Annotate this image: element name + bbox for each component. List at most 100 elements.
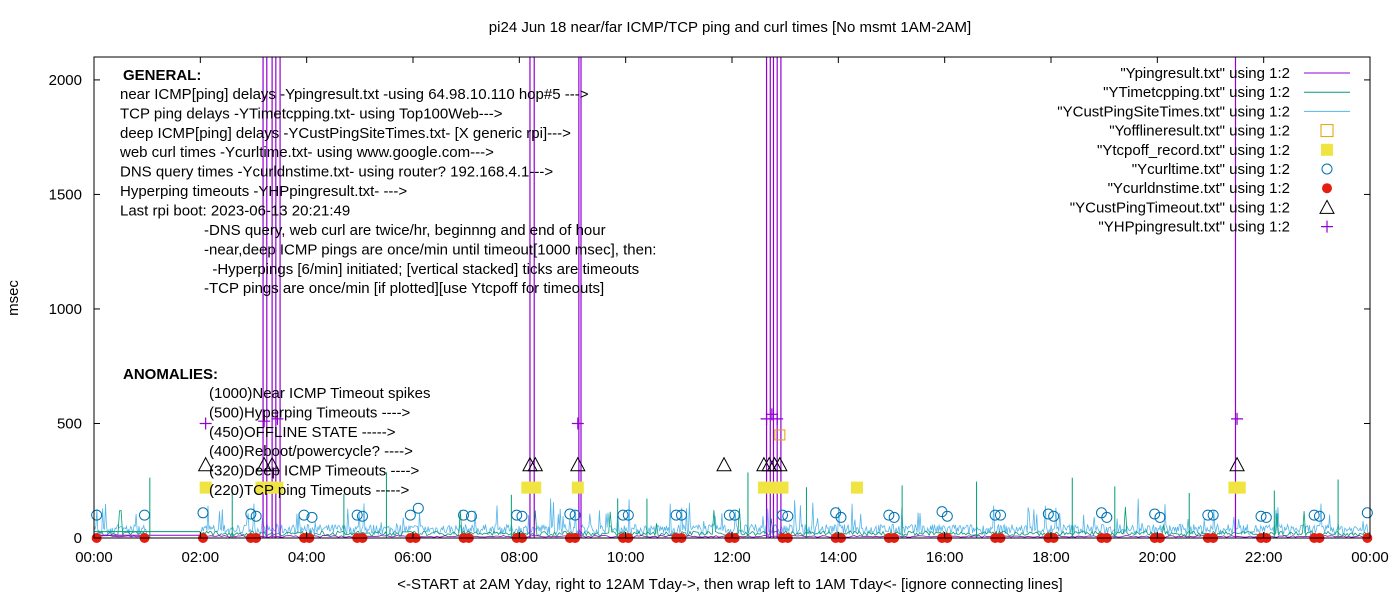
y-axis-label: msec [5, 280, 22, 316]
curl-time-point [1207, 509, 1219, 521]
curl-time-point [1260, 511, 1272, 523]
hyperping-timeout-marker [258, 415, 271, 428]
plot-data [91, 57, 1373, 543]
curl-time-point [356, 510, 368, 522]
tcp-timeout-marker [776, 481, 789, 494]
legend-entry-label: "Ypingresult.txt" using 1:2 [1120, 65, 1290, 82]
deep-icmp-timeout-marker [772, 456, 788, 472]
notes-line: -TCP pings are once/min [if plotted][use… [204, 280, 604, 297]
y-tick-label: 0 [74, 530, 82, 547]
curl-time-point [465, 510, 477, 522]
anomalies-line: (500)Hyperping Timeouts ----> [209, 404, 411, 421]
anomalies-line: (400)Reboot/powercycle? ----> [209, 443, 413, 460]
x-tick-label: 22:00 [1245, 549, 1283, 566]
x-tick-label: 10:00 [607, 549, 645, 566]
notes-line: -Hyperpings [6/min] initiated; [vertical… [204, 261, 639, 278]
general-line: deep ICMP[ping] delays -YCustPingSiteTim… [120, 125, 571, 142]
curl-time-point [298, 509, 310, 521]
deep-icmp-timeout-marker [716, 456, 732, 472]
curl-time-point [458, 509, 470, 521]
notes-line: -near,deep ICMP pings are once/min until… [204, 241, 656, 258]
deep-icmp-timeout-marker [256, 456, 272, 472]
curl-time-point [675, 509, 687, 521]
curl-time-point [1101, 511, 1113, 523]
general-heading: GENERAL: [123, 67, 201, 84]
curl-time-point [91, 509, 103, 521]
hyperping-timeout-marker [771, 412, 784, 425]
curl-time-point [351, 509, 363, 521]
curl-time-point [777, 509, 789, 521]
deep-icmp-timeout-marker [197, 456, 214, 472]
tcp-timeout-marker [199, 481, 212, 494]
x-tick-label: 16:00 [926, 549, 964, 566]
x-tick-label: 00:00 [1351, 549, 1389, 566]
curl-time-point [1042, 508, 1054, 520]
deep-icmp-timeout-marker [264, 456, 280, 472]
legend-entry-label: "YTimetcpping.txt" using 1:2 [1103, 84, 1290, 101]
curl-time-point [1149, 508, 1161, 520]
offline-marker [774, 429, 786, 441]
general-line: Last rpi boot: 2023-06-13 20:21:49 [120, 202, 350, 219]
deep-icmp-timeout-marker [527, 456, 544, 472]
general-line: Hyperping timeouts -YHPpingresult.txt- -… [120, 183, 407, 200]
y-tick-label: 1000 [49, 301, 82, 318]
tcp-timeout-marker [271, 481, 284, 494]
curl-time-point [941, 510, 953, 522]
legend-entry-label: "Ytcpoff_record.txt" using 1:2 [1097, 142, 1290, 159]
curl-time-point [412, 502, 424, 514]
axes: 00:00 02:00 04:00 06:00 08:00 10:00 12:00 14:00… [49, 56, 1389, 566]
curl-time-point [250, 510, 262, 522]
anomalies-line: (320)Deep ICMP Timeouts ----> [209, 463, 419, 480]
curl-time-point [1154, 511, 1166, 523]
x-tick-label: 00:00 [75, 549, 113, 566]
hyperping-timeout-marker [1231, 412, 1244, 425]
curl-time-point [729, 509, 741, 521]
legend-swatch [1321, 220, 1333, 233]
deep-icmp-trace [93, 498, 1371, 536]
annotation-text: GENERAL: near ICMP[ping] delays -Ypingres… [119, 67, 656, 499]
legend-entry-label: "Ycurltime.txt" using 1:2 [1132, 161, 1290, 178]
legend-entry-label: "Ycurldnstime.txt" using 1:2 [1108, 180, 1290, 197]
curl-time-point [197, 507, 209, 519]
y-tick-label: 2000 [49, 72, 82, 89]
curl-time-point [989, 509, 1001, 521]
general-line: web curl times -Ycurltime.txt- using www… [119, 144, 494, 161]
tcp-timeout-marker [529, 481, 542, 494]
curl-time-point [888, 511, 900, 523]
curl-time-point [306, 511, 318, 523]
curl-time-point [516, 510, 528, 522]
anomalies-line: (220)TCP ping Timeouts -----> [209, 482, 409, 499]
curl-time-point [1202, 509, 1214, 521]
chart-title: pi24 Jun 18 near/far ICMP/TCP ping and c… [489, 19, 971, 36]
tcp-timeout-marker [571, 481, 584, 494]
x-tick-label: 12:00 [713, 549, 751, 566]
general-line: near ICMP[ping] delays -Ypingresult.txt … [120, 86, 589, 103]
curl-time-point [1361, 507, 1373, 519]
legend-swatch [1319, 199, 1335, 214]
legend-swatch [1322, 183, 1332, 194]
x-tick-label: 02:00 [182, 549, 220, 566]
curl-time-point [1313, 510, 1325, 522]
y-tick-label: 1500 [49, 186, 82, 203]
legend-swatch [1321, 163, 1333, 175]
curl-time-point [617, 509, 629, 521]
curl-time-point [723, 509, 735, 521]
curl-time-point [835, 511, 847, 523]
y-tick-label: 500 [57, 415, 82, 432]
tcp-timeout-marker [1233, 481, 1246, 494]
legend-swatch [1320, 124, 1334, 138]
x-tick-label: 20:00 [1139, 549, 1177, 566]
legend-entry-label: "YCustPingTimeout.txt" using 1:2 [1070, 199, 1290, 216]
curl-time-point [1048, 510, 1060, 522]
x-tick-label: 06:00 [394, 549, 432, 566]
curl-time-point [622, 509, 634, 521]
tcp-ping-trace [93, 506, 1370, 537]
anomalies-line: (450)OFFLINE STATE -----> [209, 424, 396, 441]
legend-entry-label: "YCustPingSiteTimes.txt" using 1:2 [1057, 103, 1290, 120]
hyperping-timeout-marker [571, 417, 584, 430]
hyperping-timeout-marker [199, 417, 212, 430]
anomalies-line: (1000)Near ICMP Timeout spikes [209, 385, 430, 402]
curl-time-point [883, 509, 895, 521]
notes-line: -DNS query, web curl are twice/hr, begin… [204, 222, 606, 239]
deep-icmp-timeout-marker [1229, 456, 1245, 472]
